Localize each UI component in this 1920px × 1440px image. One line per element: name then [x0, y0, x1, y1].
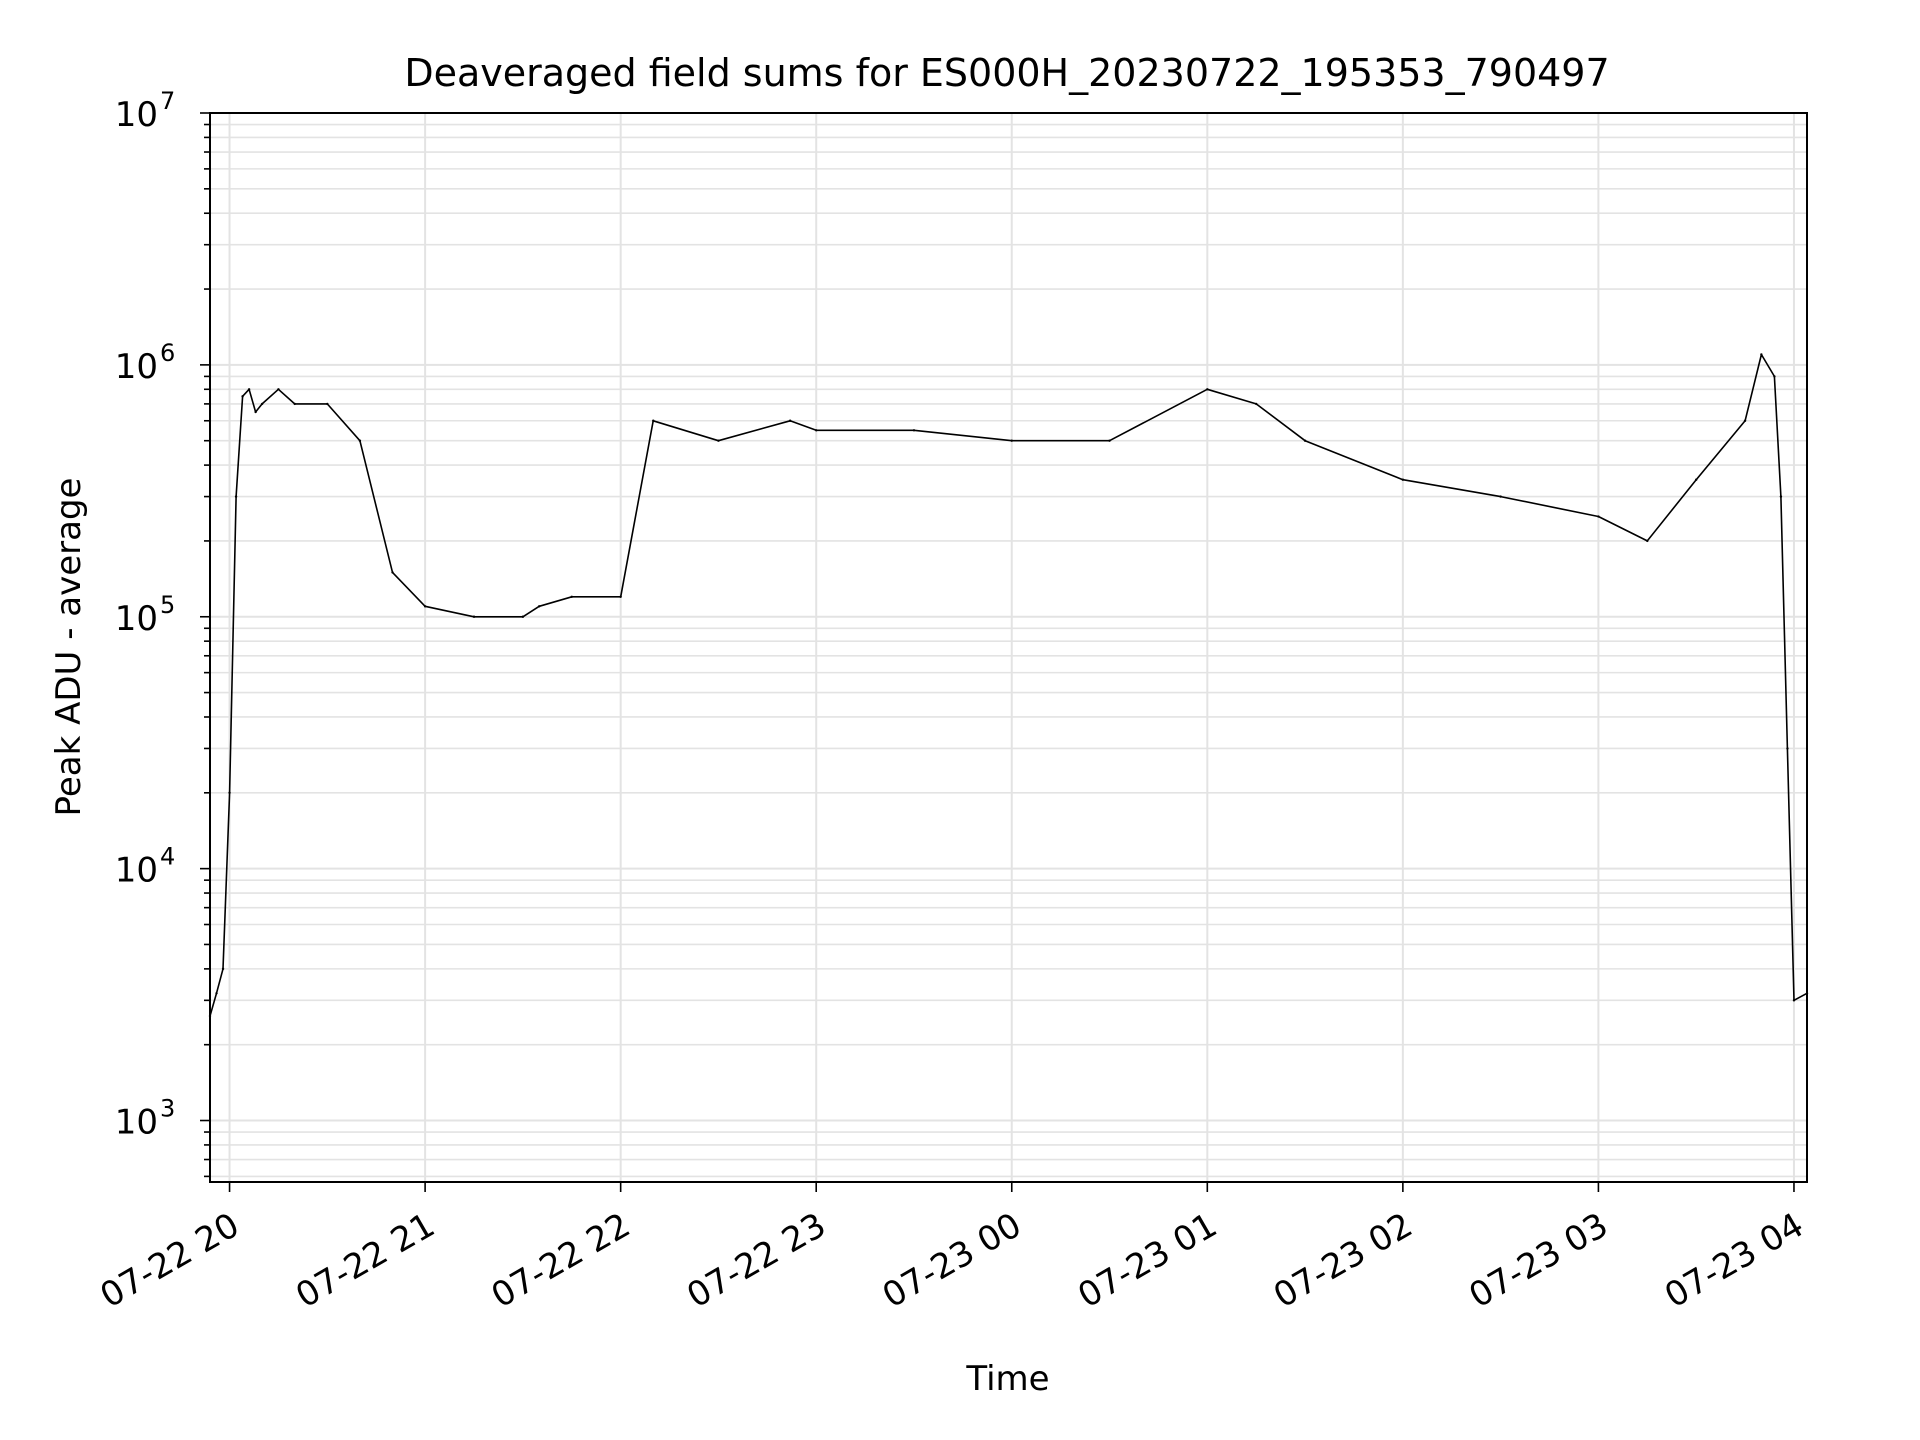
data-point: [241, 395, 244, 398]
y-tick-base: 10: [115, 851, 158, 891]
y-tick-label: 10: [115, 347, 158, 387]
data-point: [1779, 495, 1783, 498]
data-point: [234, 495, 238, 498]
data-point: [1254, 402, 1258, 406]
y-tick-label: 10: [115, 1103, 158, 1143]
y-tick-base: 10: [115, 95, 158, 135]
series-layer: [208, 353, 1809, 1018]
data-point: [391, 571, 394, 574]
data-point: [1792, 999, 1796, 1002]
data-point: [1401, 478, 1405, 481]
chart-title: Deaveraged field sums for ES000H_2023072…: [404, 51, 1609, 95]
data-point: [1206, 388, 1209, 391]
data-point: [247, 388, 251, 391]
data-point: [1303, 439, 1307, 442]
y-tick-label: 10: [115, 599, 158, 639]
data-point: [221, 967, 225, 971]
axis-ticks: [200, 112, 1795, 1192]
data-point: [537, 605, 541, 608]
data-point: [293, 402, 296, 406]
y-tick-label: 10: [115, 95, 158, 135]
data-point: [472, 615, 476, 618]
data-point: [619, 595, 622, 599]
data-point: [1499, 495, 1502, 498]
data-point: [1646, 539, 1649, 543]
data-point: [1108, 439, 1111, 442]
grid: [210, 112, 1807, 1182]
data-point: [570, 595, 573, 599]
data-point: [1694, 478, 1698, 481]
y-tick-base: 10: [115, 599, 158, 639]
data-point: [260, 402, 264, 406]
data-point: [521, 615, 525, 618]
data-point: [423, 605, 427, 608]
y-tick-exponent: 7: [160, 87, 175, 115]
x-axis-label: Time: [965, 1359, 1049, 1399]
data-point: [254, 410, 257, 414]
data-point: [1743, 419, 1747, 422]
data-point: [815, 429, 818, 432]
data-point: [1760, 353, 1763, 356]
data-point: [277, 388, 280, 391]
data-point: [788, 419, 792, 422]
data-point: [912, 429, 916, 432]
plot-frame: [209, 112, 1808, 1183]
series-line: [209, 353, 1808, 1017]
data-point: [1010, 439, 1013, 442]
data-point: [1597, 515, 1600, 518]
y-tick-base: 10: [115, 1103, 158, 1143]
y-axis-label: Peak ADU - average: [49, 478, 89, 817]
data-point: [358, 439, 362, 442]
y-tick-exponent: 3: [160, 1095, 175, 1123]
y-tick-label: 10: [115, 851, 158, 891]
data-point: [1773, 375, 1776, 378]
data-point: [1786, 747, 1789, 750]
data-point: [717, 439, 720, 442]
data-point: [326, 402, 329, 406]
data-point: [652, 419, 655, 422]
y-tick-base: 10: [115, 347, 158, 387]
y-tick-exponent: 4: [160, 843, 175, 871]
y-tick-exponent: 5: [160, 591, 175, 619]
y-tick-exponent: 6: [160, 339, 175, 367]
data-point: [228, 791, 231, 795]
data-point: [215, 992, 218, 995]
